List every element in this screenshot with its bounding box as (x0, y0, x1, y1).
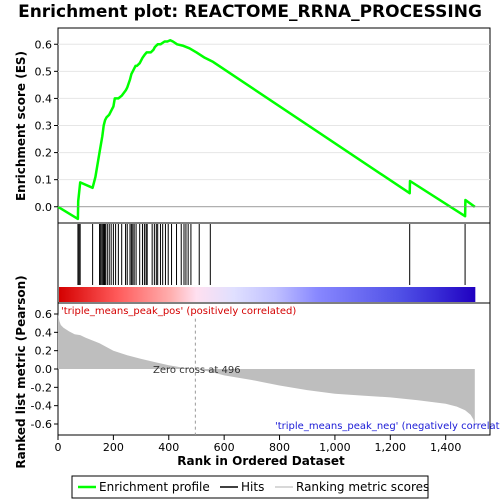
x-tick-label: 200 (103, 441, 124, 454)
x-tick-label: 1,000 (319, 441, 351, 454)
legend-label-enrichment: Enrichment profile (99, 480, 210, 494)
negative-correlation-label: 'triple_means_peak_neg' (negatively corr… (275, 421, 500, 432)
metric-y-tick-label: 0.6 (35, 308, 53, 321)
x-tick-label: 800 (269, 441, 290, 454)
es-y-tick-label: 0.5 (35, 65, 53, 78)
es-y-tick-label: 0.1 (35, 174, 53, 187)
x-tick-label: 1,200 (375, 441, 407, 454)
x-tick-label: 400 (158, 441, 179, 454)
es-y-tick-label: 0.4 (35, 92, 53, 105)
es-y-tick-label: 0.2 (35, 147, 53, 160)
metric-y-tick-label: -0.6 (31, 418, 52, 431)
es-y-tick-label: 0.0 (35, 201, 53, 214)
legend-label-metric: Ranking metric scores (296, 480, 429, 494)
x-axis-title: Rank in Ordered Dataset (177, 454, 345, 468)
metric-y-tick-label: 0.0 (35, 363, 53, 376)
zero-cross-label: Zero cross at 496 (153, 365, 241, 376)
metric-y-axis-title: Ranked list metric (Pearson) (14, 275, 28, 468)
es-y-tick-label: 0.6 (35, 38, 53, 51)
metric-y-tick-label: 0.4 (35, 326, 53, 339)
positive-correlation-label: 'triple_means_peak_pos' (positively corr… (61, 306, 296, 317)
x-tick-label: 600 (214, 441, 235, 454)
es-y-tick-label: 0.3 (35, 120, 53, 133)
chart-title: Enrichment plot: REACTOME_RRNA_PROCESSIN… (18, 2, 482, 22)
x-tick-label: 1,400 (430, 441, 462, 454)
rank-color-bar (59, 287, 475, 302)
x-tick-label: 0 (55, 441, 62, 454)
legend-label-hits: Hits (241, 480, 264, 494)
axis-layer: 0 200 400 600 800 1,000 1,200 1,400 (55, 435, 462, 454)
metric-y-tick-label: -0.4 (31, 400, 52, 413)
metric-y-tick-label: -0.2 (31, 381, 52, 394)
es-y-axis-title: Enrichment score (ES) (14, 51, 28, 201)
metric-y-tick-label: 0.2 (35, 345, 53, 358)
